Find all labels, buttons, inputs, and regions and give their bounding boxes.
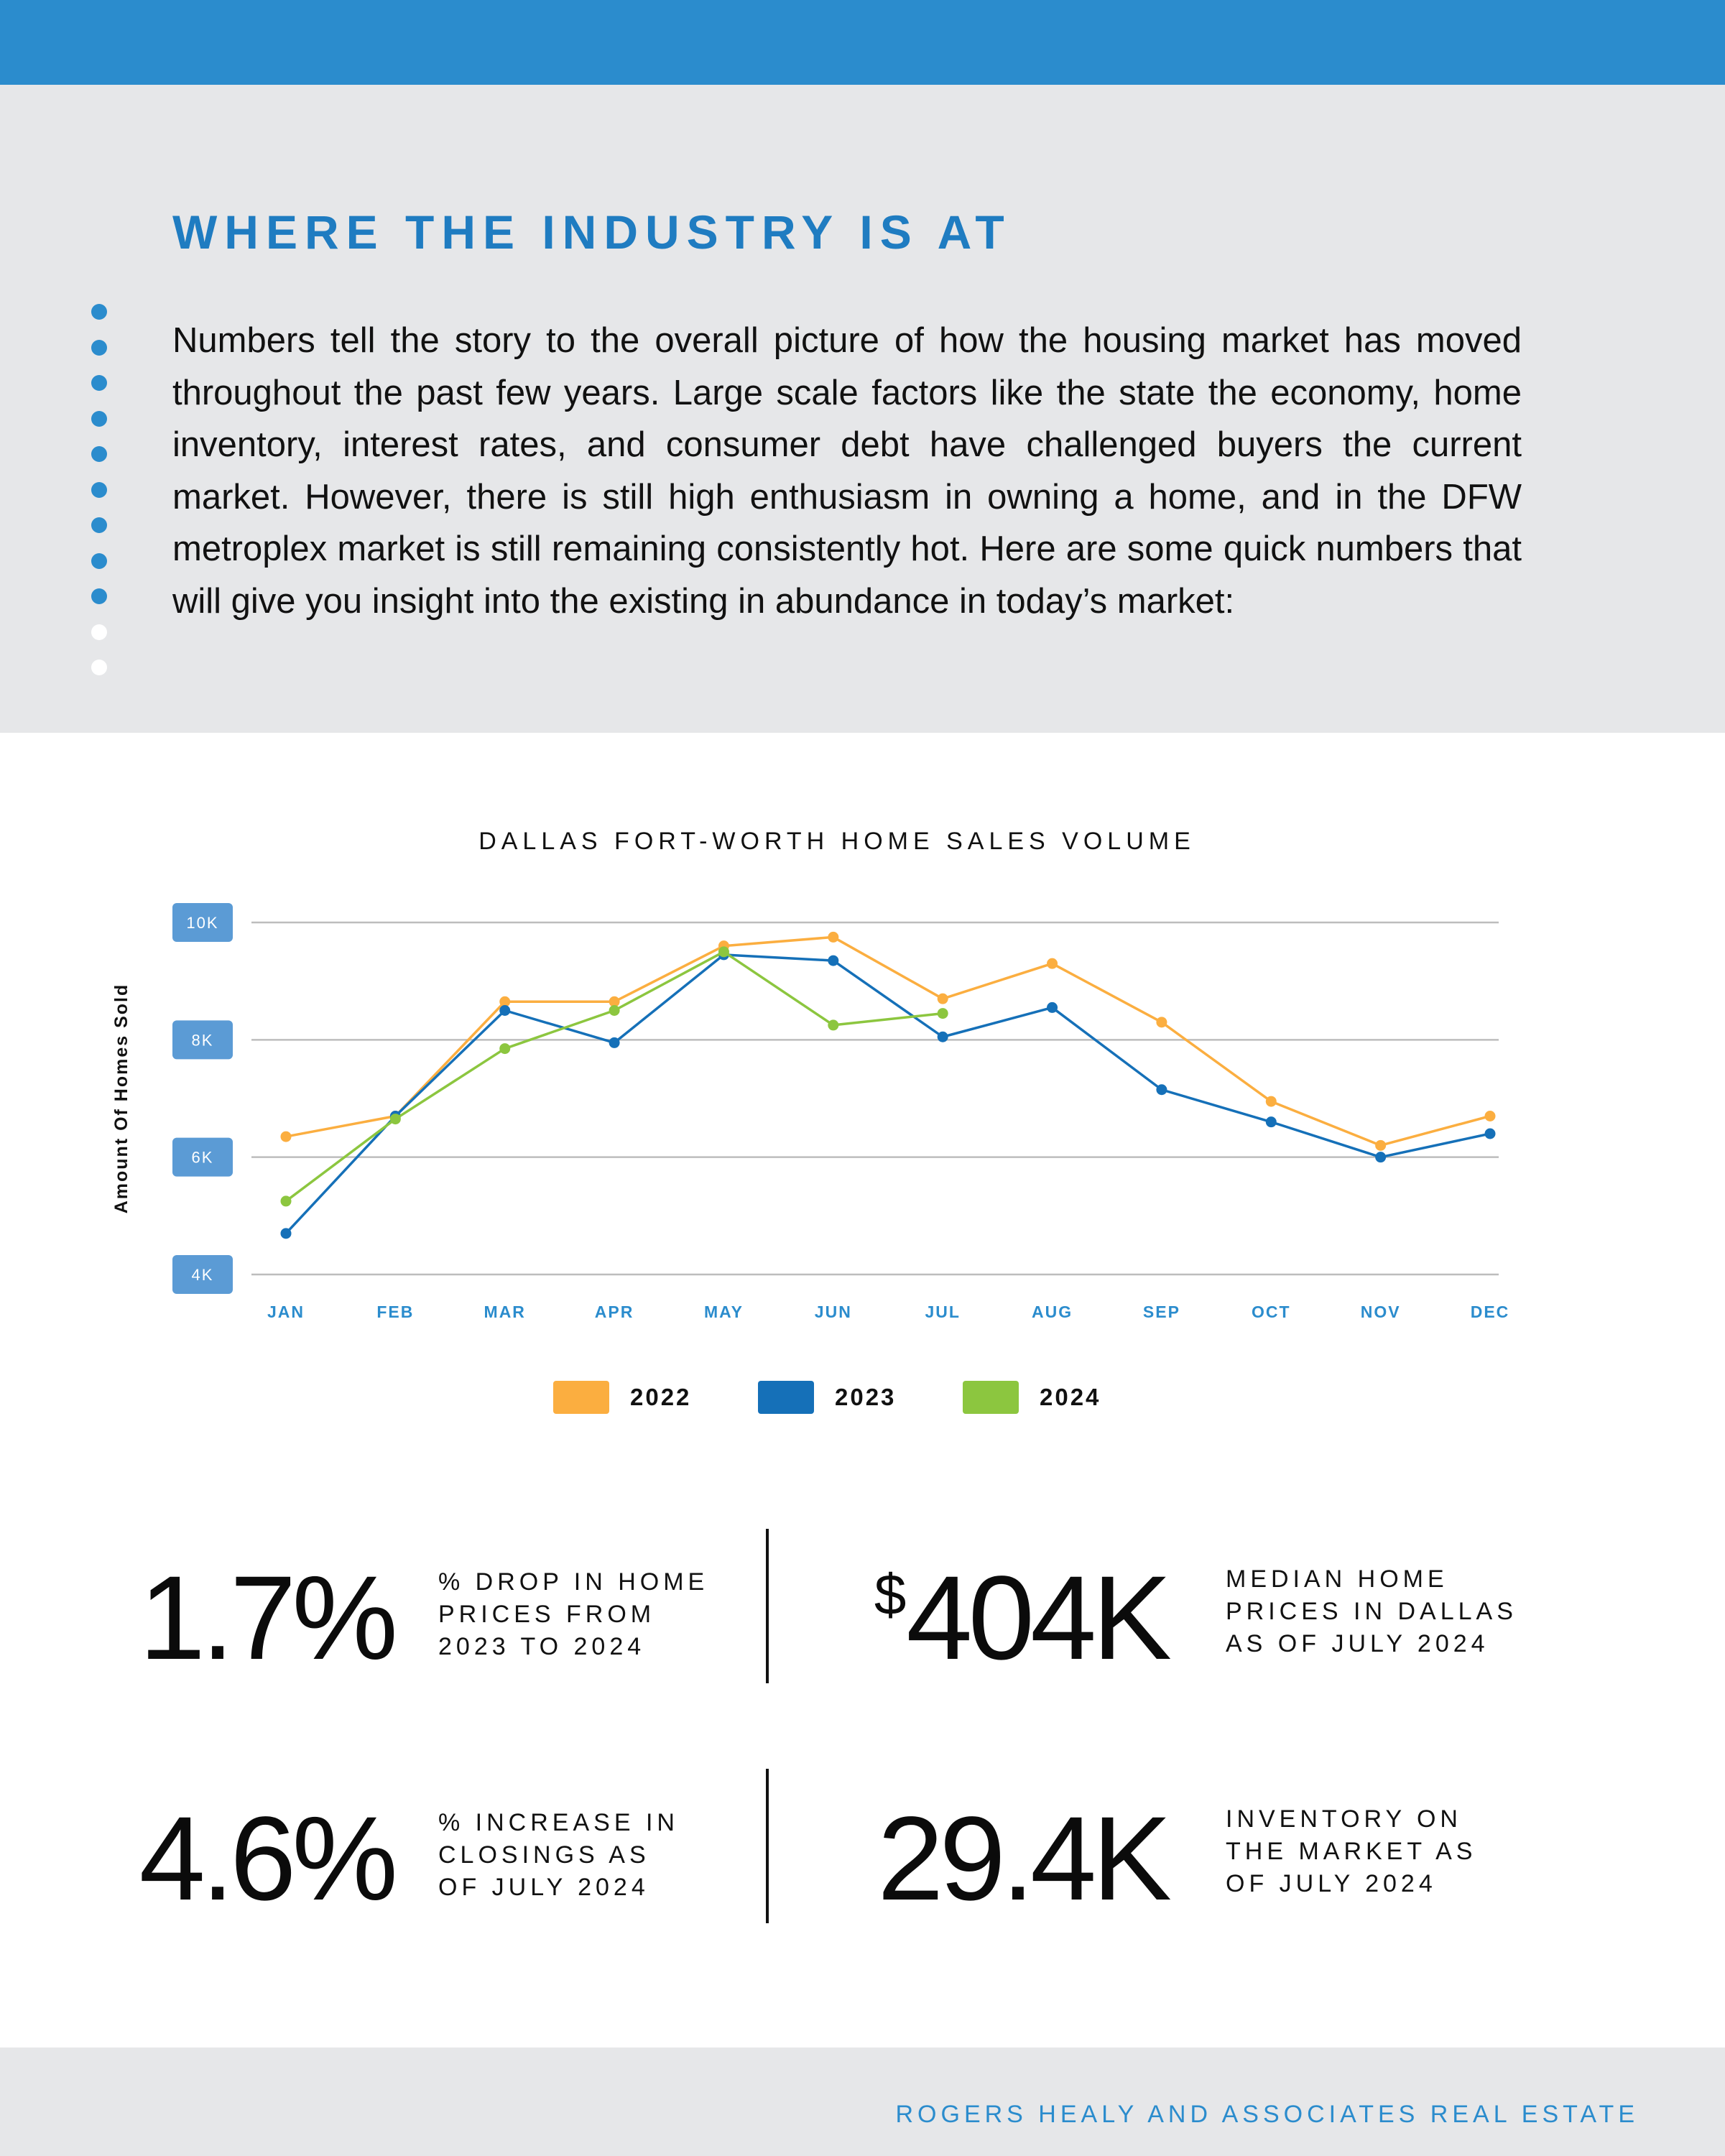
x-tick-label: AUG <box>1032 1303 1073 1321</box>
data-point-2024 <box>389 1114 401 1125</box>
data-point-2023 <box>828 955 839 966</box>
y-tick-badge <box>172 1255 233 1294</box>
stat-desc-price-drop: % DROP IN HOME PRICES FROM 2023 TO 2024 <box>438 1568 709 1660</box>
data-point-2024 <box>937 1008 948 1019</box>
data-point-2022 <box>1375 1139 1387 1151</box>
y-tick-label: 8K <box>192 1031 214 1049</box>
data-point-2022 <box>1484 1111 1496 1121</box>
stat-desc-median-price: MEDIAN HOME PRICES IN DALLAS AS OF JULY … <box>1226 1565 1517 1657</box>
chart-title: DALLAS FORT-WORTH HOME SALES VOLUME <box>478 828 1196 855</box>
intro-section <box>0 85 1725 733</box>
dot-icon <box>91 375 107 391</box>
dot-icon <box>91 410 107 427</box>
dot-icon <box>91 588 107 604</box>
legend-swatch-2023 <box>758 1381 814 1414</box>
y-axis-label: Amount Of Homes Sold <box>111 984 131 1214</box>
section-title: WHERE THE INDUSTRY IS AT <box>172 205 1012 259</box>
data-point-2022 <box>1156 1017 1167 1028</box>
dot-icon <box>91 552 107 569</box>
x-tick-label: APR <box>595 1303 634 1321</box>
x-tick-label: SEP <box>1143 1303 1180 1321</box>
data-point-2022 <box>1047 958 1058 969</box>
dot-icon <box>91 446 107 462</box>
data-point-2023 <box>1375 1152 1387 1163</box>
y-tick-label: 6K <box>192 1149 214 1167</box>
x-tick-label: OCT <box>1252 1303 1291 1321</box>
dot-icon <box>91 481 107 498</box>
dot-icon <box>91 304 107 320</box>
series-line-2024 <box>285 950 943 1203</box>
currency-symbol: $ <box>874 1563 907 1627</box>
data-point-2022 <box>280 1131 292 1142</box>
series-line-2022 <box>285 935 1491 1147</box>
legend-swatch-2022 <box>553 1381 609 1414</box>
x-tick-label: JUN <box>815 1303 852 1321</box>
dot-icon <box>91 660 107 675</box>
stat-value-price-drop: 1.7% <box>139 1552 398 1685</box>
y-tick-badge <box>172 903 233 942</box>
data-point-2022 <box>499 996 511 1007</box>
decorative-dots <box>91 304 107 695</box>
data-point-2024 <box>828 1019 839 1031</box>
stat-value-median-price: $404K <box>874 1552 1172 1685</box>
data-point-2023 <box>1156 1084 1167 1096</box>
data-point-2023 <box>499 1005 511 1016</box>
x-tick-label: FEB <box>376 1303 414 1321</box>
x-tick-label: DEC <box>1471 1303 1510 1321</box>
y-tick-label: 10K <box>186 914 218 932</box>
x-tick-label: NOV <box>1361 1303 1401 1321</box>
x-tick-label: MAY <box>704 1303 744 1321</box>
stat-divider <box>766 1529 769 1683</box>
data-point-2022 <box>937 993 948 1004</box>
series-line-2023 <box>285 953 1491 1235</box>
intro-paragraph: Numbers tell the story to the overall pi… <box>172 321 1522 621</box>
dot-icon <box>91 624 107 640</box>
legend-label-2024: 2024 <box>1040 1384 1101 1410</box>
data-point-2024 <box>499 1043 511 1055</box>
data-point-2024 <box>718 946 729 958</box>
data-point-2022 <box>1265 1096 1277 1107</box>
data-point-2024 <box>280 1195 292 1207</box>
footer-bar: ROGERS HEALY AND ASSOCIATES REAL ESTATE <box>0 2048 1725 2156</box>
y-tick-badge <box>172 1020 233 1060</box>
data-point-2023 <box>1265 1116 1277 1128</box>
stat-desc-inventory: INVENTORY ON THE MARKET AS OF JULY 2024 <box>1226 1805 1477 1897</box>
legend-label-2023: 2023 <box>835 1384 897 1410</box>
legend-swatch-2024 <box>963 1381 1019 1414</box>
data-point-2022 <box>609 996 620 1007</box>
x-tick-label: JUL <box>925 1303 960 1321</box>
dot-icon <box>91 339 107 356</box>
stat-value-closings-increase: 4.6% <box>139 1792 398 1925</box>
x-tick-label: JAN <box>267 1303 305 1321</box>
data-point-2024 <box>609 1005 620 1016</box>
data-point-2023 <box>937 1031 948 1042</box>
data-point-2022 <box>828 931 839 943</box>
data-point-2023 <box>609 1037 620 1048</box>
stat-desc-closings-increase: % INCREASE IN CLOSINGS AS OF JULY 2024 <box>438 1809 679 1901</box>
data-point-2023 <box>1484 1128 1496 1139</box>
legend-label-2022: 2022 <box>630 1384 692 1410</box>
top-header-bar <box>0 0 1725 85</box>
footer-brand: ROGERS HEALY AND ASSOCIATES REAL ESTATE <box>895 2101 1639 2128</box>
stat-divider <box>766 1769 769 1923</box>
dot-icon <box>91 517 107 533</box>
y-tick-label: 4K <box>192 1266 214 1284</box>
y-tick-badge <box>172 1137 233 1177</box>
stat-value-inventory: 29.4K <box>877 1792 1172 1925</box>
data-point-2023 <box>280 1228 292 1239</box>
line-chart: 4K 6K 8K 10K Amount Of Homes Sold JAN FEB MAR AP… <box>111 903 1510 1321</box>
data-point-2023 <box>1047 1001 1058 1013</box>
x-tick-label: MAR <box>484 1303 526 1321</box>
